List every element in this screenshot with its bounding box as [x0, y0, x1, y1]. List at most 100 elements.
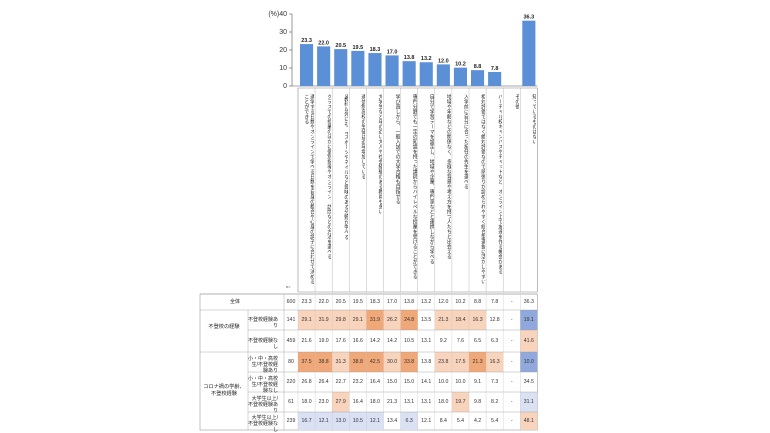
row-n: 220: [286, 379, 296, 385]
table-cell: 10.0: [455, 379, 466, 385]
table-cell: 17.6: [335, 338, 346, 344]
table-cell: 23.8: [438, 359, 449, 365]
table-cell: 16.6: [352, 338, 363, 344]
table-cell: 18.0: [438, 399, 449, 405]
table-cell: 29.8: [335, 317, 346, 323]
n-label: n=: [286, 284, 291, 289]
category-header: その他: [514, 94, 520, 109]
bar: [385, 55, 399, 86]
table-cell: 8.4: [439, 418, 447, 424]
table-cell: -: [510, 399, 513, 405]
row-label: 不登校経験あり: [248, 317, 279, 329]
row-label: 小・中・高校生/不登校経験あり: [248, 356, 279, 374]
category-header: 専門分野でも一定の知識を持った講師からハイレベルな授業を受けることができる: [411, 94, 417, 279]
table-cell: 24.8: [404, 317, 415, 323]
category-header: 地域や年齢などの関係なく、多様な背景や考え方を持つ人たちと出会える: [445, 94, 451, 259]
cell-bg: [332, 392, 350, 412]
bar: [300, 44, 314, 86]
table-cell: 14.2: [386, 338, 398, 344]
category-header: 通学する日数やオンラインで学べる日数を自身の都合や心身の調子に合わせて決めること…: [303, 94, 315, 284]
row-label: 小・中・高校生/不登校経験なし: [248, 376, 279, 394]
table-cell: 41.6: [523, 338, 534, 344]
table-cell: 30.0: [386, 359, 398, 365]
cell-bg: [315, 412, 333, 430]
table-cell: 17.0: [386, 299, 398, 305]
table-cell: 18.0: [369, 399, 380, 405]
category-header: クラスでの授業のほかに個別指導やオンライン、訪問などの方法を選べる: [326, 94, 332, 259]
table-cell: 16.4: [369, 379, 380, 385]
table-cell: 19.7: [455, 399, 466, 405]
table-cell: 15.0: [386, 379, 398, 385]
table-cell: 19.1: [523, 317, 534, 323]
table-cell: -: [510, 338, 513, 344]
bar: [488, 71, 502, 86]
cell-bg: [366, 412, 384, 430]
table-cell: 13.5: [421, 317, 432, 323]
cell-bg: [400, 412, 418, 430]
row-n: 61: [288, 399, 294, 405]
bar: [334, 49, 348, 86]
row-label: 全体: [229, 299, 240, 305]
category-header: 相対評価ではなく絶対評価なので頑張りが認められやすく総合型選抜に活かしやすい: [480, 94, 486, 284]
cell-bg: [400, 352, 418, 372]
table-cell: 10.0: [438, 379, 449, 385]
table-cell: 23.0: [318, 399, 329, 405]
table-cell: 31.3: [335, 359, 346, 365]
table-cell: 19.5: [352, 299, 363, 305]
bar: [436, 64, 450, 86]
table-cell: -: [510, 359, 513, 365]
table-cell: 37.5: [301, 359, 312, 365]
table-cell: 12.1: [369, 418, 380, 424]
y-tick-label: 20: [279, 47, 287, 54]
table-cell: 13.1: [404, 399, 415, 405]
table-cell: 21.3: [386, 399, 398, 405]
category-header: 自分で学習テーマを設定し、地域や企業、専門家などと連携しながら学べる: [428, 94, 434, 264]
table-cell: 5.4: [491, 418, 499, 424]
cell-bg: [332, 310, 350, 330]
table-cell: 6.5: [473, 338, 482, 344]
table-cell: 8.8: [473, 299, 482, 305]
table-cell: -: [510, 317, 513, 323]
table-cell: 14.2: [369, 338, 380, 344]
bar-value-label: 8.8: [474, 64, 482, 70]
table-cell: 20.5: [335, 299, 346, 305]
bar-value-label: 10.2: [455, 62, 466, 68]
category-header: 5教科以外にも、eスポーツやネイルなど興味のある分野が学べる: [343, 94, 349, 240]
cell-bg: [400, 310, 418, 330]
y-tick-label: (%)40: [268, 11, 287, 18]
table-cell: 13.1: [421, 338, 432, 344]
table-cell: 26.8: [301, 379, 312, 385]
table-cell: 48.1: [523, 418, 534, 424]
table-cell: 38.8: [352, 359, 363, 365]
table-cell: 13.8: [421, 359, 432, 365]
cell-bg: [520, 330, 538, 352]
row-n: 239: [286, 418, 296, 424]
table-cell: 13.1: [421, 399, 432, 405]
table-cell: 26.4: [318, 379, 329, 385]
cell-bg: [315, 352, 333, 372]
table-cell: 21.3: [472, 359, 483, 365]
table-cell: 16.3: [489, 359, 500, 365]
bar: [402, 61, 416, 86]
row-n: 80: [288, 359, 294, 365]
table-cell: 16.3: [472, 317, 483, 323]
cell-bg: [434, 352, 452, 372]
table-cell: 18.4: [455, 317, 466, 323]
bar-value-label: 17.0: [387, 49, 398, 55]
table-cell: 9.2: [439, 338, 447, 344]
bar-value-label: 12.0: [438, 58, 449, 64]
cell-bg: [298, 412, 316, 430]
table-cell: 18.3: [369, 299, 380, 305]
table-cell: 36.3: [523, 299, 534, 305]
table-cell: 21.6: [301, 338, 312, 344]
table-cell: 38.8: [318, 359, 329, 365]
category-header: バーチャル校キャンパスやチャットなど、オンライン上で友達を作る機会がある: [497, 94, 503, 274]
group-label: コロナ禍の学齢、不登校経験: [203, 384, 245, 397]
category-header: 学び直しから、一般入試での大学合格も目指せる: [394, 94, 400, 204]
table-cell: 6.3: [405, 418, 413, 424]
table-cell: 15.0: [404, 379, 415, 385]
table-cell: 26.2: [386, 317, 398, 323]
bar-value-label: 13.2: [421, 56, 432, 62]
